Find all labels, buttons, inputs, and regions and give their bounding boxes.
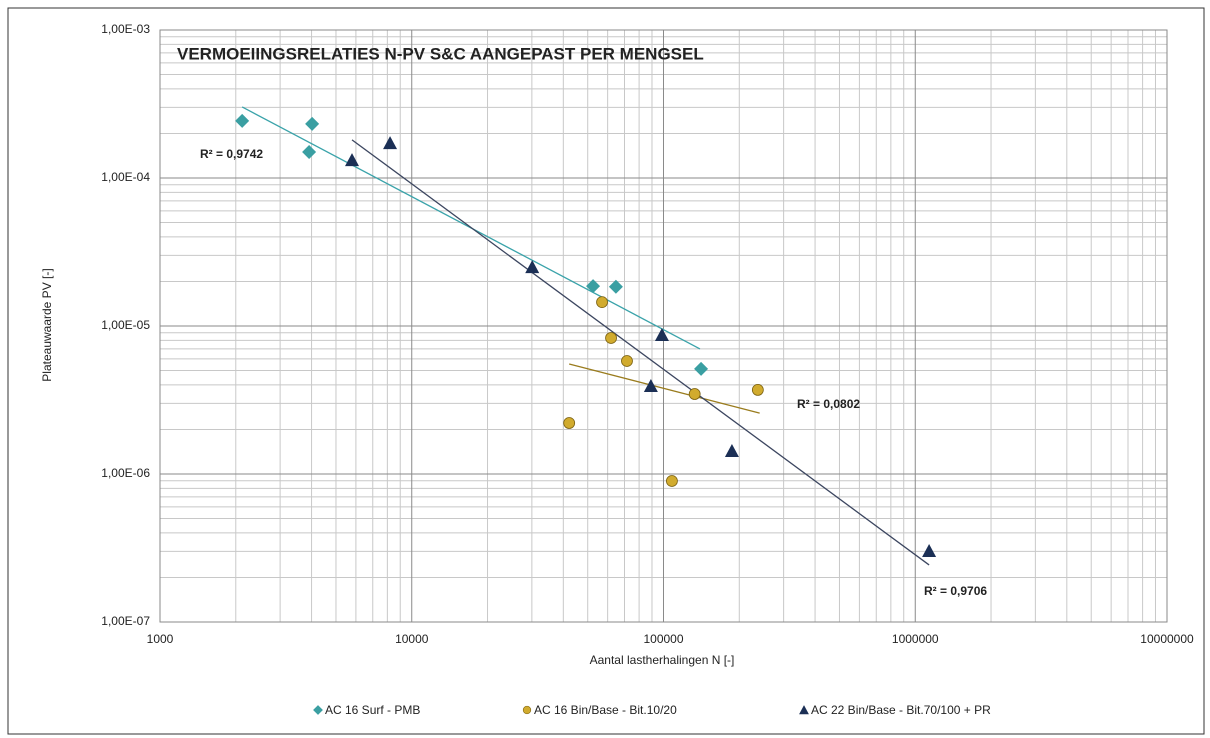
marker [694,361,709,376]
trendline [569,363,760,414]
x-tick-label: 100000 [643,632,683,646]
y-tick-label: 1,00E-06 [101,466,150,480]
marker [605,332,617,344]
marker [688,388,701,400]
r-squared-label: R² = 0,9706 [924,584,987,598]
marker [302,144,317,159]
x-tick-label: 1000 [147,632,174,646]
x-axis-title: Aantal lastherhalingen N [-] [590,653,735,667]
marker [621,355,633,367]
legend-item: AC 16 Surf - PMB [313,703,420,717]
marker [383,136,398,150]
plot-border [159,29,1168,623]
marker [596,296,608,309]
legend-label: AC 22 Bin/Base - Bit.70/100 + PR [811,703,991,717]
legend-item: AC 22 Bin/Base - Bit.70/100 + PR [799,703,991,717]
marker [305,116,320,131]
chart-title: VERMOEIINGSRELATIES N-PV S&C AANGEPAST P… [177,44,704,63]
y-tick-label: 1,00E-03 [101,22,150,36]
marker [666,475,678,487]
marker [525,260,540,274]
marker [643,379,658,393]
marker [922,543,937,557]
marker [586,279,601,294]
legend-label: AC 16 Bin/Base - Bit.10/20 [534,703,677,717]
marker [235,113,250,128]
legend-label: AC 16 Surf - PMB [325,703,420,717]
trendline [351,139,930,566]
marker [751,384,764,396]
r-squared-label: R² = 0,9742 [200,147,263,161]
marker [345,153,360,167]
y-tick-label: 1,00E-07 [101,614,150,628]
y-axis-title: Plateauwaarde PV [-] [40,268,54,381]
marker [654,327,669,341]
marker [608,279,623,294]
marker [563,417,576,429]
marker [724,444,739,458]
y-tick-label: 1,00E-04 [101,170,150,184]
x-tick-label: 10000000 [1140,632,1194,646]
y-tick-label: 1,00E-05 [101,318,150,332]
r-squared-label: R² = 0,0802 [797,397,860,411]
x-tick-label: 1000000 [892,632,939,646]
legend-marker [522,705,532,715]
legend-item: AC 16 Bin/Base - Bit.10/20 [522,703,677,717]
legend-marker [799,705,809,715]
x-tick-label: 10000 [395,632,429,646]
